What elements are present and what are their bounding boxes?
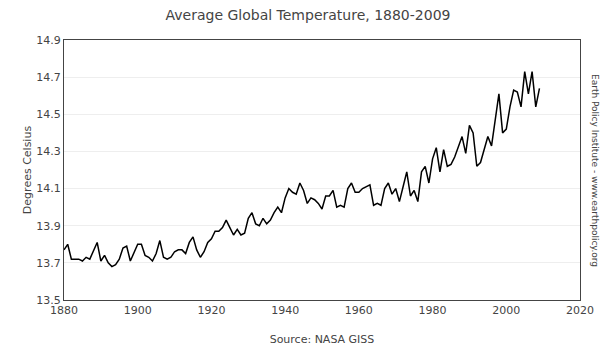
svg-text:14.9: 14.9 <box>36 34 61 47</box>
svg-text:1960: 1960 <box>345 304 373 317</box>
svg-text:2020: 2020 <box>566 304 594 317</box>
svg-text:1920: 1920 <box>197 304 225 317</box>
svg-text:1880: 1880 <box>50 304 78 317</box>
svg-text:13.5: 13.5 <box>36 294 61 307</box>
svg-text:14.1: 14.1 <box>36 182 61 195</box>
svg-text:Average Global Temperature, 18: Average Global Temperature, 1880-2009 <box>166 7 451 23</box>
svg-text:14.5: 14.5 <box>36 108 61 121</box>
svg-text:13.7: 13.7 <box>36 257 61 270</box>
svg-text:2000: 2000 <box>492 304 520 317</box>
svg-text:14.7: 14.7 <box>36 71 61 84</box>
svg-text:Degrees Celsius: Degrees Celsius <box>21 126 34 215</box>
svg-text:Source: NASA GISS: Source: NASA GISS <box>270 333 375 346</box>
svg-text:1980: 1980 <box>419 304 447 317</box>
svg-text:13.9: 13.9 <box>36 220 61 233</box>
svg-text:Earth Policy Institute - www.e: Earth Policy Institute - www.earthpolicy… <box>590 74 600 267</box>
svg-text:1900: 1900 <box>124 304 152 317</box>
svg-text:14.3: 14.3 <box>36 145 61 158</box>
svg-text:1940: 1940 <box>271 304 299 317</box>
